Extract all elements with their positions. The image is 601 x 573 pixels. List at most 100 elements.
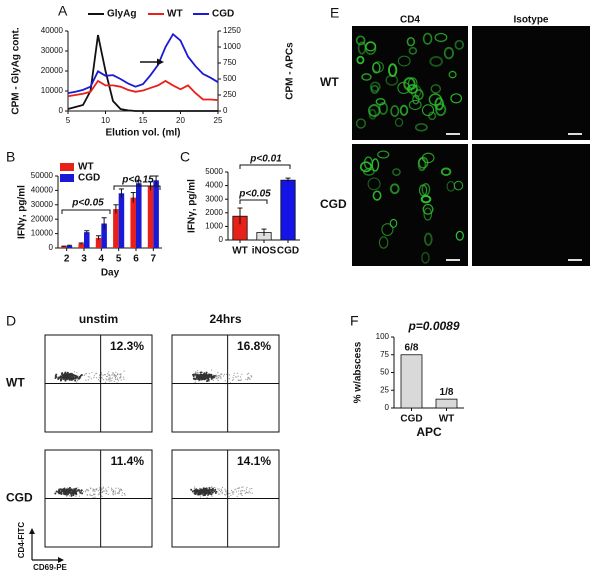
cell — [387, 63, 398, 78]
micrograph — [472, 26, 590, 140]
axis-label: IFNγ, pg/ml — [17, 185, 28, 239]
event-dot — [236, 376, 238, 378]
panel-letter: F — [350, 313, 359, 329]
cell — [428, 93, 443, 106]
event-dot — [119, 488, 122, 490]
event-dot — [208, 380, 210, 382]
event-dot — [233, 372, 235, 374]
event-dot — [91, 494, 93, 497]
event-dot — [196, 378, 198, 381]
event-dot — [64, 378, 67, 381]
cell — [408, 46, 418, 55]
cell — [369, 81, 381, 92]
event-dot — [93, 493, 96, 495]
event-dot — [199, 375, 202, 378]
event-dot — [95, 489, 97, 491]
bar — [95, 237, 102, 248]
x-tick-label: 20 — [176, 116, 185, 125]
data-line — [67, 34, 218, 112]
event-dot — [94, 489, 96, 491]
event-dot — [120, 375, 122, 377]
event-dot — [208, 489, 211, 492]
x-axis-label: Day — [101, 268, 120, 279]
row-label: WT — [6, 376, 25, 390]
panel-letter: A — [58, 3, 68, 19]
cell — [378, 236, 389, 249]
event-dot — [217, 376, 220, 379]
cell — [389, 183, 400, 195]
event-dot — [210, 375, 213, 378]
cell — [397, 55, 411, 67]
event-dot — [224, 488, 226, 490]
event-dot — [60, 372, 63, 375]
bar — [280, 179, 296, 241]
event-dot — [247, 492, 249, 494]
cell — [406, 36, 416, 47]
event-dot — [90, 378, 92, 380]
event-dot — [102, 487, 105, 489]
bar — [118, 193, 125, 248]
cell — [359, 161, 372, 173]
event-dot — [196, 373, 199, 376]
event-dot — [247, 376, 250, 379]
bar — [400, 354, 423, 409]
event-dot — [66, 495, 68, 497]
event-dot — [109, 379, 111, 381]
column-header: 24hrs — [209, 312, 241, 326]
event-dot — [118, 489, 120, 491]
event-dot — [194, 489, 197, 492]
event-dot — [101, 490, 103, 493]
cell — [371, 158, 380, 172]
event-dot — [221, 491, 223, 494]
legend-label: CGD — [78, 173, 100, 184]
event-dot — [98, 493, 100, 495]
event-dot — [105, 378, 107, 380]
event-dot — [242, 486, 244, 488]
y-tick-label: 0 — [59, 106, 64, 115]
cell — [355, 118, 366, 129]
event-dot — [57, 378, 60, 381]
event-dot — [100, 372, 103, 374]
event-dot — [193, 377, 196, 380]
event-dot — [114, 490, 116, 492]
cell — [370, 84, 379, 94]
event-dot — [246, 373, 249, 375]
y-tick-label: 30000 — [41, 46, 64, 55]
event-dot — [91, 371, 93, 374]
event-dot — [221, 486, 224, 489]
event-dot — [244, 493, 246, 495]
event-dot — [111, 380, 113, 382]
event-dot — [76, 374, 78, 376]
event-dot — [203, 378, 206, 381]
event-dot — [76, 379, 79, 382]
event-dot — [113, 375, 115, 377]
event-dot — [195, 493, 198, 496]
cell — [418, 184, 428, 197]
event-dot — [238, 487, 240, 489]
event-dot — [239, 379, 241, 382]
event-dot — [199, 371, 202, 374]
cell — [403, 77, 416, 91]
cell — [422, 32, 433, 45]
event-dot — [224, 493, 226, 496]
event-dot — [109, 376, 111, 378]
event-dot — [208, 492, 211, 495]
event-dot — [217, 488, 219, 490]
event-dot — [120, 373, 122, 375]
event-dot — [112, 374, 114, 376]
event-dot — [117, 378, 119, 381]
event-dot — [113, 380, 115, 383]
event-dot — [224, 380, 226, 382]
event-dot — [67, 373, 70, 376]
cell — [390, 105, 400, 118]
event-dot — [239, 376, 242, 378]
column-header: Isotype — [513, 15, 548, 26]
event-dot — [232, 490, 234, 493]
event-dot — [98, 380, 101, 382]
event-dot — [198, 375, 201, 378]
bar — [84, 232, 90, 248]
event-dot — [202, 493, 204, 495]
event-dot — [72, 494, 75, 497]
x-tick-label: 10 — [101, 116, 110, 125]
event-dot — [92, 493, 95, 495]
